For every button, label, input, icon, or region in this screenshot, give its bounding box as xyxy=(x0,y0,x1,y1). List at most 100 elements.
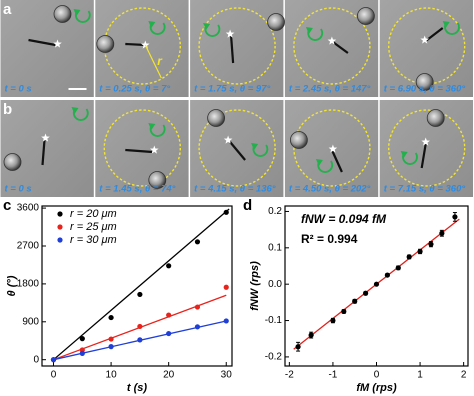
fit-line xyxy=(53,208,230,361)
data-point xyxy=(166,263,172,269)
y-tick-label: 0 xyxy=(33,354,39,365)
legend-marker xyxy=(57,211,63,217)
data-point xyxy=(373,281,380,287)
trajectory-circle xyxy=(293,7,371,85)
caption: t = 0.25 s, θ = 7° xyxy=(99,84,170,95)
y-tick-label: -0.1 xyxy=(265,315,283,326)
trajectory-circle xyxy=(198,109,276,187)
rotation-arrowhead xyxy=(251,143,259,150)
bead xyxy=(3,153,22,171)
x-tick-label: 30 xyxy=(221,370,233,381)
data-point xyxy=(452,214,458,220)
y-tick-label: -0.2 xyxy=(265,352,283,363)
data-point xyxy=(223,318,229,324)
rotation-arrow xyxy=(149,22,166,35)
bead xyxy=(289,131,308,149)
rotation-arrow xyxy=(307,28,324,41)
rotation-arrowhead xyxy=(305,27,313,34)
data-point xyxy=(137,291,143,298)
data-point xyxy=(363,290,369,296)
annotation: R² = 0.994 xyxy=(301,232,358,246)
micrograph: t = 7.15 s, θ = 360° xyxy=(379,100,473,197)
legend-label: r = 30 μm xyxy=(70,234,117,246)
star-marker xyxy=(327,36,337,45)
rotation-arrowhead xyxy=(148,21,156,28)
data-point xyxy=(395,265,401,271)
data-point xyxy=(406,254,412,260)
bead xyxy=(96,35,115,53)
trajectory-circle xyxy=(198,7,276,85)
data-point xyxy=(352,298,358,304)
star-marker xyxy=(150,145,159,154)
data-point xyxy=(137,337,143,343)
x-tick-label: 20 xyxy=(163,370,175,381)
caption: t = 6.90 s, θ = 360° xyxy=(384,84,466,95)
caption: t = 0 s xyxy=(5,184,32,195)
micrograph-background xyxy=(190,0,284,97)
legend-label: r = 20 μm xyxy=(70,208,117,220)
x-axis-label: fM (rps) xyxy=(356,382,397,394)
micrograph: t = 1.75 s, θ = 97° xyxy=(190,0,286,97)
star-marker xyxy=(328,144,338,153)
star-marker xyxy=(420,35,429,44)
data-point xyxy=(166,330,172,337)
y-tick-label: 2700 xyxy=(17,241,40,252)
micrograph: t = 2.45 s, θ = 147° xyxy=(284,0,379,97)
data-point xyxy=(108,314,114,321)
legend-marker xyxy=(57,224,63,230)
nanowire xyxy=(330,149,343,173)
caption: t = 1.75 s, θ = 97° xyxy=(194,84,270,95)
nanowire xyxy=(41,139,46,166)
x-tick-label: 10 xyxy=(106,370,118,381)
data-point xyxy=(417,248,423,255)
data-point xyxy=(223,284,229,290)
bead xyxy=(415,73,434,91)
nanowire xyxy=(125,42,146,47)
data-point xyxy=(79,336,85,342)
trajectory-circle xyxy=(293,109,371,187)
caption: t = 4.50 s, θ = 202° xyxy=(289,184,371,195)
micrograph-background xyxy=(0,100,94,197)
data-point xyxy=(79,350,85,356)
rotation-arrowhead xyxy=(73,9,81,16)
micrograph: t = 1.45 s, θ = 74° xyxy=(95,100,189,197)
data-point xyxy=(223,209,229,215)
panel-label: b xyxy=(3,101,12,118)
rotation-arrow xyxy=(204,24,221,37)
y-tick-label: 0.1 xyxy=(268,242,282,253)
rotation-arrowhead xyxy=(442,21,450,28)
x-tick-label: 2 xyxy=(461,370,467,381)
data-point xyxy=(137,323,143,330)
rotation-arrowhead xyxy=(203,23,211,30)
y-axis-label: θ (°) xyxy=(6,275,18,296)
nanowire xyxy=(230,35,235,64)
nanowire xyxy=(28,38,56,47)
rotation-arrowhead xyxy=(400,151,408,158)
data-point xyxy=(384,272,390,278)
caption: t = 1.45 s, θ = 74° xyxy=(99,184,175,195)
radius-label: r xyxy=(157,54,163,68)
data-point xyxy=(330,317,336,324)
nanowire xyxy=(229,141,246,161)
x-tick-label: 0 xyxy=(374,370,380,381)
star-marker xyxy=(421,137,430,146)
data-point xyxy=(194,239,201,245)
data-point xyxy=(108,336,114,342)
micrograph: t = 6.90 s, θ = 360° xyxy=(379,0,473,97)
legend-marker xyxy=(57,237,63,243)
nanowire xyxy=(125,148,153,154)
rotation-arrowhead xyxy=(71,107,79,114)
data-point xyxy=(439,230,445,236)
plot-frame xyxy=(41,205,233,367)
x-axis-label: t (s) xyxy=(127,382,148,394)
rotation-arrowhead xyxy=(315,159,323,166)
micrograph-background xyxy=(0,0,94,97)
panel-label: c xyxy=(3,197,11,214)
radius-line xyxy=(144,44,162,79)
legend-label: r = 25 μm xyxy=(70,221,117,233)
star-marker xyxy=(141,40,150,49)
micrograph: t = 4.15 s, θ = 136° xyxy=(190,100,284,197)
micrograph: t = 4.50 s, θ = 202° xyxy=(284,100,379,197)
caption: t = 4.15 s, θ = 136° xyxy=(194,184,276,195)
data-point xyxy=(166,312,172,318)
